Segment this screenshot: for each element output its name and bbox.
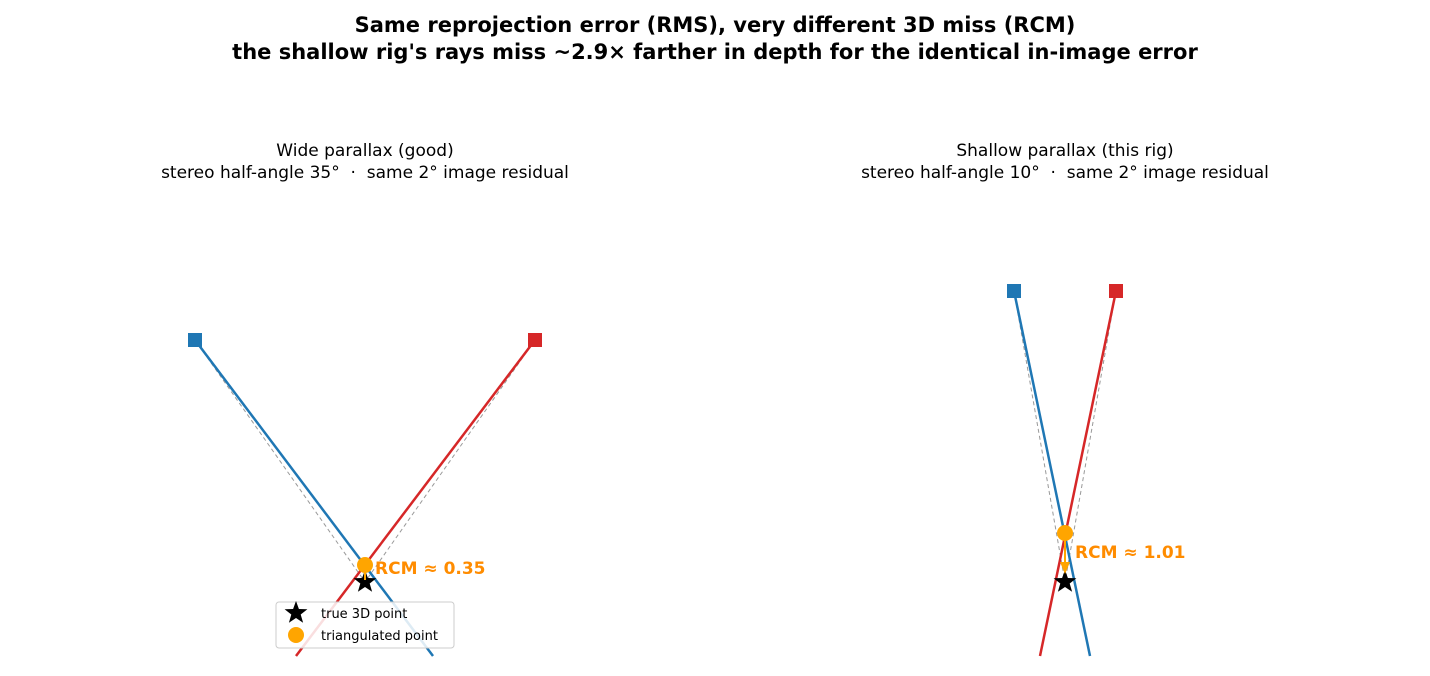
legend-marker xyxy=(288,627,304,643)
legend-box xyxy=(275,601,455,649)
true-ray xyxy=(1064,290,1117,583)
camera xyxy=(1007,284,1021,298)
panel-title: Shallow parallax (this rig) xyxy=(956,141,1173,161)
panel-title: Wide parallax (good) xyxy=(276,141,453,161)
panel-shallow: Shallow parallax (this rig) stereo half-… xyxy=(861,141,1269,657)
panel-wide: Wide parallax (good) stereo half-angle 3… xyxy=(161,141,569,657)
camera xyxy=(1109,284,1123,298)
true-ray xyxy=(1013,290,1066,583)
ray xyxy=(1038,290,1118,657)
ray xyxy=(1012,290,1092,657)
legend-label: triangulated point xyxy=(321,629,438,644)
legend: true 3D point triangulated point xyxy=(275,601,455,649)
camera xyxy=(188,333,202,347)
legend-label: true 3D point xyxy=(321,607,407,622)
true-ray xyxy=(364,339,536,583)
true-ray xyxy=(194,339,366,583)
triangulated-point xyxy=(1057,525,1073,541)
rcm-arrowhead xyxy=(1060,562,1070,574)
camera xyxy=(528,333,542,347)
panel-subtitle: stereo half-angle 10° · same 2° image re… xyxy=(861,163,1269,183)
title: Same reprojection error (RMS), very diff… xyxy=(355,13,1076,37)
triangulated-point xyxy=(357,557,373,573)
annotation: RCM ≈ 0.35 xyxy=(375,559,486,579)
subtitle: the shallow rig's rays miss ~2.9× farthe… xyxy=(232,40,1198,64)
annotation: RCM ≈ 1.01 xyxy=(1075,543,1186,563)
panel-subtitle: stereo half-angle 35° · same 2° image re… xyxy=(161,163,569,183)
